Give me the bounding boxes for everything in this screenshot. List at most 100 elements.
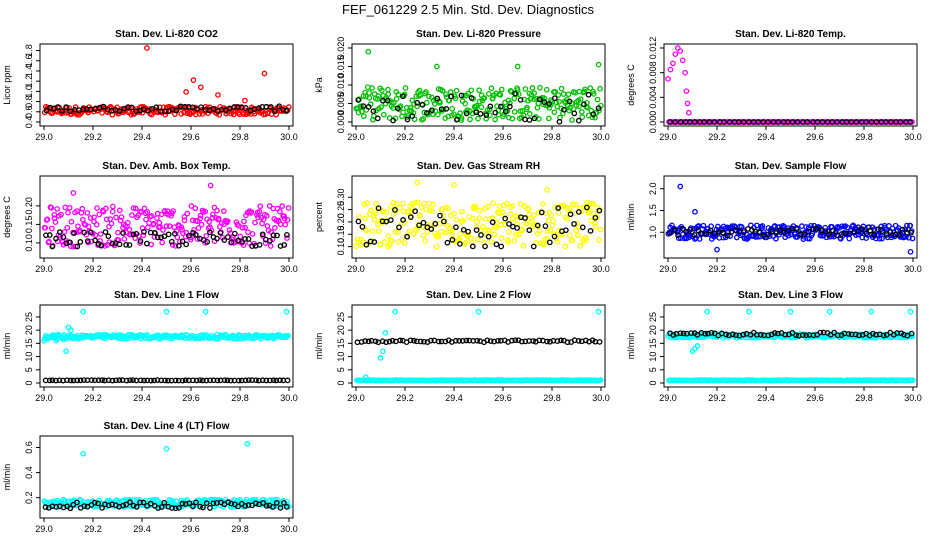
y-axis-label: degrees C — [626, 64, 636, 106]
data-point — [460, 217, 467, 224]
data-point — [551, 233, 558, 240]
y-axis-label: ml/min — [626, 204, 636, 231]
data-point — [43, 107, 50, 114]
data-point — [178, 224, 185, 230]
data-point — [198, 221, 205, 228]
data-point — [374, 115, 381, 122]
data-point — [159, 239, 166, 246]
data-point — [583, 236, 590, 242]
data-point — [72, 104, 79, 110]
data-point — [87, 229, 94, 236]
data-point — [826, 231, 832, 238]
x-tick-label: 29.2 — [708, 264, 726, 274]
data-point — [423, 89, 429, 95]
y-tick-label: 0.6 — [24, 441, 34, 454]
data-point — [79, 205, 86, 212]
data-point — [127, 499, 133, 505]
data-point — [517, 201, 524, 207]
data-point — [165, 231, 172, 238]
data-point — [496, 203, 503, 210]
y-tick-label: 0.015 — [336, 55, 346, 78]
data-point — [596, 107, 602, 114]
panel-title: Stan. Dev. Amb. Box Temp. — [102, 161, 230, 172]
data-point — [729, 331, 736, 338]
data-point — [775, 119, 781, 125]
data-point — [592, 223, 599, 230]
data-point — [53, 337, 60, 344]
data-point — [463, 110, 470, 117]
data-point — [197, 503, 203, 510]
data-point — [487, 112, 493, 119]
data-point — [420, 232, 427, 239]
data-point — [867, 227, 873, 234]
data-point — [666, 230, 673, 237]
data-point — [257, 203, 264, 210]
data-point — [181, 213, 188, 220]
data-point — [839, 223, 845, 230]
data-point — [118, 214, 125, 220]
data-point — [190, 503, 196, 510]
data-point — [567, 205, 573, 212]
data-point — [197, 212, 204, 219]
data-point — [143, 240, 150, 247]
data-point — [407, 105, 414, 111]
data-point — [677, 183, 684, 190]
data-point — [358, 103, 364, 110]
data-point — [514, 63, 521, 70]
data-point — [765, 119, 771, 125]
data-point — [575, 232, 581, 239]
data-point — [544, 235, 550, 242]
data-point — [588, 217, 594, 224]
data-point — [126, 242, 133, 248]
data-point — [224, 234, 231, 240]
data-point — [560, 91, 567, 97]
data-point — [826, 308, 833, 315]
data-point — [447, 225, 453, 232]
data-point — [176, 505, 182, 511]
y-tick-label: 0.10 — [24, 234, 34, 252]
data-point — [587, 85, 594, 91]
data-point — [148, 377, 154, 384]
panel-title: Stan. Dev. Gas Stream RH — [417, 161, 540, 172]
data-point — [856, 332, 862, 339]
data-point — [417, 338, 424, 345]
data-point — [191, 227, 197, 233]
y-tick-label: 1.2 — [24, 75, 34, 88]
data-point — [469, 243, 476, 250]
data-point — [458, 115, 465, 121]
y-axis-label: percent — [314, 201, 324, 232]
plot-frame — [351, 304, 606, 388]
data-point — [522, 86, 529, 92]
data-point — [402, 85, 409, 91]
data-point — [355, 218, 362, 225]
data-point — [691, 232, 698, 238]
data-point — [253, 377, 259, 384]
data-point — [75, 223, 81, 230]
data-point — [534, 104, 541, 111]
data-point — [133, 230, 140, 237]
data-point — [724, 232, 731, 239]
data-point — [242, 224, 248, 231]
data-point — [406, 228, 413, 235]
data-point — [404, 116, 411, 123]
data-point — [248, 209, 255, 215]
data-point — [519, 227, 526, 234]
y-tick-label: 0 — [336, 380, 346, 385]
data-point — [102, 229, 109, 235]
data-point — [355, 97, 362, 103]
data-point — [181, 217, 188, 224]
data-point — [566, 98, 573, 105]
series-primary — [666, 225, 914, 239]
data-point — [273, 377, 280, 384]
data-point — [506, 221, 512, 227]
data-point — [476, 207, 483, 214]
data-point — [385, 233, 392, 239]
data-point — [507, 211, 514, 217]
series-primary — [43, 103, 290, 115]
data-point — [80, 308, 87, 315]
data-point — [545, 217, 552, 224]
data-point — [426, 93, 432, 100]
data-point — [745, 308, 752, 315]
data-point — [283, 107, 290, 114]
data-point — [787, 308, 794, 315]
